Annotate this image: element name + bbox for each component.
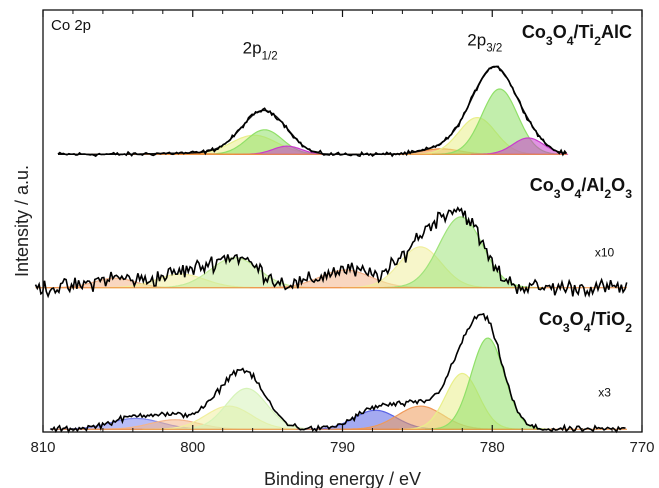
spectrum-panel: Co3O4/Ti2AlC 2p1/2 2p3/2 xyxy=(57,22,632,158)
panel-label: Co3O4/TiO2 xyxy=(539,309,632,335)
spectrum-panel: Co3O4/Al2O3 x10 xyxy=(34,175,632,299)
panel-label: Co3O4/Al2O3 xyxy=(530,175,632,201)
plot-area: Co3O4/Ti2AlC2p1/22p3/2Co3O4/Al2O3x10Co3O… xyxy=(34,22,632,434)
x-axis-title: Binding energy / eV xyxy=(264,469,421,488)
measured-spectrum-line xyxy=(50,312,626,434)
measured-spectrum-line xyxy=(34,206,628,299)
peak-annotation: 2p1/2 xyxy=(243,39,278,63)
spectrum-panel: Co3O4/TiO2 x3 xyxy=(49,309,632,434)
axes: 810 800 790 780 770 Co 2p Binding energy / eV I… xyxy=(12,9,655,488)
y-axis-title: Intensity / a.u. xyxy=(12,165,32,277)
panel-label: Co3O4/Ti2AlC xyxy=(522,22,632,48)
scale-multiplier-label: x3 xyxy=(598,386,611,400)
scale-multiplier-label: x10 xyxy=(595,245,615,259)
fit-component-peak xyxy=(169,387,324,430)
x-tick-label: 770 xyxy=(629,439,654,456)
x-tick-label: 780 xyxy=(480,439,505,456)
corner-label: Co 2p xyxy=(51,17,91,34)
fit-component-peak xyxy=(378,216,543,289)
measured-spectrum-line xyxy=(57,65,568,158)
plot-frame xyxy=(42,9,643,433)
x-tick-label: 790 xyxy=(330,439,355,456)
peak-annotation: 2p3/2 xyxy=(467,30,502,54)
x-tick-label: 800 xyxy=(180,439,205,456)
fit-component-peak xyxy=(424,337,551,430)
x-tick-label: 810 xyxy=(30,439,55,456)
